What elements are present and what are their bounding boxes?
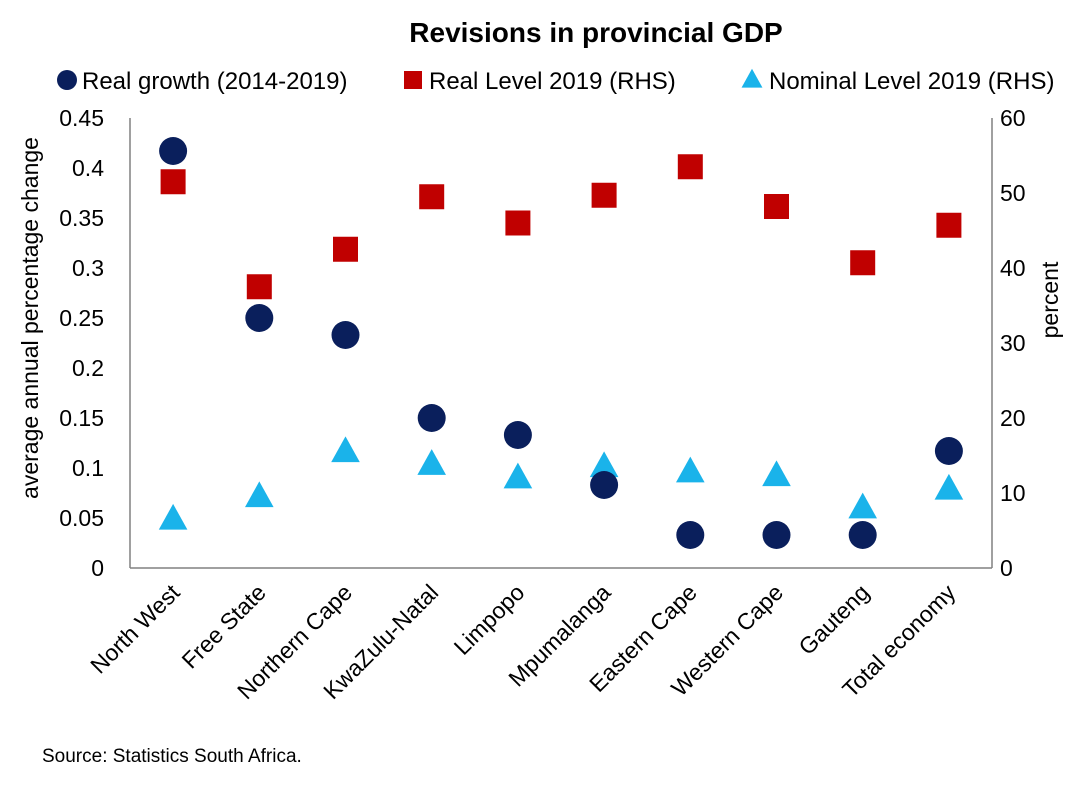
- point-circle: [676, 521, 705, 549]
- left-tick-label: 0.4: [72, 155, 104, 181]
- right-tick-labels: 0 10 20 30 40 50 60: [1000, 105, 1026, 581]
- legend-marker-square: [404, 71, 422, 89]
- point-circle: [159, 137, 188, 165]
- point-square: [333, 236, 358, 262]
- point-circle: [331, 321, 360, 349]
- point-triangle: [934, 473, 964, 500]
- point-circle: [503, 421, 532, 449]
- point-circle: [762, 521, 791, 549]
- left-tick-label: 0.25: [59, 305, 104, 331]
- legend-marker-triangle: [741, 68, 763, 88]
- category-label: Free State: [177, 579, 271, 673]
- point-square: [591, 182, 617, 208]
- right-tick-label: 60: [1000, 105, 1026, 131]
- legend-label: Real growth (2014-2019): [82, 68, 348, 95]
- point-square: [764, 194, 789, 219]
- category-label: Gauteng: [793, 579, 874, 660]
- point-triangle: [331, 436, 360, 463]
- left-tick-label: 0: [91, 555, 104, 581]
- left-tick-label: 0.3: [72, 255, 104, 281]
- right-tick-label: 0: [1000, 555, 1013, 581]
- legend-label: Nominal Level 2019 (RHS): [769, 68, 1054, 95]
- point-square: [505, 210, 531, 236]
- point-triangle: [245, 481, 274, 508]
- point-triangle: [676, 456, 705, 483]
- right-tick-label: 30: [1000, 330, 1026, 356]
- point-square: [246, 274, 272, 300]
- legend-label: Real Level 2019 (RHS): [429, 68, 676, 95]
- left-tick-label: 0.2: [72, 355, 104, 381]
- point-circle: [934, 437, 963, 465]
- left-tick-label: 0.05: [59, 505, 104, 531]
- y2-axis-title: percent: [1037, 261, 1063, 338]
- left-tick-label: 0.35: [59, 205, 104, 231]
- point-triangle: [158, 503, 188, 530]
- right-tick-label: 40: [1000, 255, 1026, 281]
- point-circle: [590, 471, 619, 499]
- point-triangle: [417, 449, 446, 475]
- point-triangle: [589, 451, 619, 478]
- legend: Real growth (2014-2019) Real Level 2019 (…: [57, 68, 1054, 95]
- chart-title: Revisions in provincial GDP: [409, 17, 782, 48]
- point-circle: [245, 304, 274, 332]
- left-tick-label: 0.1: [72, 455, 104, 481]
- left-tick-label: 0.45: [59, 105, 104, 131]
- point-square: [160, 169, 186, 195]
- point-triangle: [848, 492, 877, 519]
- y-axis-title: average annual percentage change: [17, 137, 43, 499]
- point-square: [677, 154, 703, 180]
- legend-marker-circle: [57, 70, 77, 90]
- source-note: Source: Statistics South Africa.: [42, 746, 302, 767]
- right-tick-label: 20: [1000, 405, 1026, 431]
- data-marks: [158, 137, 964, 549]
- right-tick-label: 10: [1000, 480, 1026, 506]
- point-square: [936, 212, 962, 238]
- category-label: North West: [85, 579, 185, 679]
- point-triangle: [503, 462, 533, 489]
- point-circle: [417, 404, 446, 432]
- point-square: [850, 250, 876, 276]
- point-square: [419, 184, 445, 210]
- category-label: Limpopo: [449, 579, 530, 660]
- point-circle: [848, 521, 877, 549]
- right-tick-label: 50: [1000, 180, 1026, 206]
- left-tick-labels: 0 0.05 0.1 0.15 0.2 0.25 0.3 0.35 0.4 0.45: [59, 105, 104, 581]
- point-triangle: [762, 460, 791, 487]
- left-tick-label: 0.15: [59, 405, 104, 431]
